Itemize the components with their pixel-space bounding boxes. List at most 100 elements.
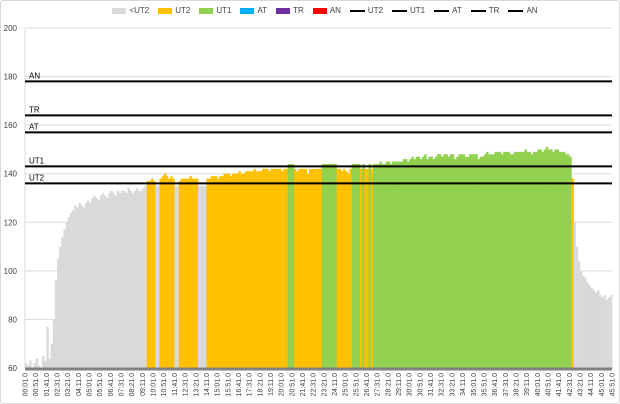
hr-bar [67, 217, 71, 368]
hr-bar [110, 190, 113, 368]
hr-bar [355, 164, 359, 368]
hr-bar [202, 185, 205, 368]
hr-bar [345, 171, 348, 368]
hr-bar [25, 363, 28, 368]
hr-bar [182, 178, 186, 368]
hr-bar [242, 173, 246, 368]
x-tick-label: 10:51.0 [161, 373, 168, 396]
hr-bar [78, 202, 81, 368]
hr-bar [212, 176, 216, 368]
hr-bar [46, 326, 49, 368]
x-tick-label: 11:41.0 [172, 373, 179, 396]
hr-bar [129, 190, 133, 368]
x-tick-label: 45:01.0 [599, 373, 606, 396]
hr-bar [328, 164, 331, 368]
hr-bar [91, 198, 94, 368]
hr-bar [163, 173, 167, 368]
hr-bar [518, 151, 521, 368]
hr-bar [232, 173, 235, 368]
x-tick-label: 30:01.0 [407, 373, 414, 396]
hr-bar [439, 154, 442, 368]
hr-bar [443, 154, 446, 368]
hr-bar [236, 173, 239, 368]
hr-bar [33, 363, 36, 368]
hr-bar [189, 176, 192, 368]
legend-label: UT1 [216, 6, 232, 15]
hr-bar [108, 193, 111, 368]
hr-bar [112, 193, 115, 368]
legend-swatch [158, 7, 173, 14]
hr-bar [296, 171, 299, 368]
hr-bar [52, 319, 56, 368]
hr-bar [168, 178, 171, 368]
hr-bar [498, 151, 502, 368]
legend-line [470, 9, 486, 12]
hr-bar [554, 149, 557, 368]
x-tick-label: 04:11.0 [76, 373, 83, 396]
hr-bar [313, 168, 316, 368]
hr-bar [360, 168, 363, 368]
hr-bar [227, 173, 231, 368]
hr-bar [394, 161, 397, 368]
hr-bar [281, 171, 284, 368]
x-tick-label: 37:31.0 [503, 373, 510, 396]
hr-bar [221, 176, 224, 368]
hr-bar [387, 161, 391, 368]
y-tick-label: 180 [4, 73, 18, 82]
hr-bar [180, 178, 184, 368]
x-tick-label: 09:11.0 [140, 373, 147, 396]
x-tick-label: 41:41.0 [556, 373, 563, 396]
legend: <UT2 UT2 UT1 AT TR AN UT2 UT1 AT TR AN [0, 6, 620, 15]
legend-threshold-1: UT1 [392, 6, 425, 15]
x-tick-label: 35:51.0 [481, 373, 488, 396]
hr-bar [475, 154, 478, 368]
hr-bar [204, 185, 207, 368]
hr-bar [82, 207, 86, 368]
hr-bar [89, 202, 92, 368]
hr-bar [579, 270, 583, 368]
hr-bar [575, 246, 579, 368]
hr-bar [509, 154, 512, 368]
hr-bar [392, 161, 395, 368]
hr-bar [264, 168, 267, 368]
x-tick-label: 28:21.0 [385, 373, 392, 396]
legend-threshold-4: AN [508, 6, 538, 15]
hr-bar [80, 205, 83, 368]
hr-bar [607, 297, 611, 368]
hr-bar [191, 178, 194, 368]
hr-bar [488, 154, 491, 368]
hr-bar [592, 290, 596, 368]
hr-bar [123, 190, 126, 368]
hr-bar [407, 161, 410, 368]
hr-bar [473, 154, 476, 368]
hr-bar [159, 178, 162, 368]
hr-bar [530, 154, 534, 368]
hr-bar [383, 164, 387, 368]
legend-label: AT [257, 6, 268, 15]
x-tick-label: 34:11.0 [460, 373, 467, 396]
x-tick-label: 08:21.0 [129, 373, 136, 396]
x-tick-label: 35:01.0 [471, 373, 478, 396]
hr-bar [106, 198, 109, 368]
hr-bar [131, 193, 135, 368]
hr-bar [287, 164, 290, 368]
hr-bar [99, 195, 103, 368]
hr-bar [42, 355, 45, 368]
legend-label: AT [452, 6, 462, 15]
hr-bar [153, 181, 156, 368]
hr-bar [413, 159, 416, 368]
hr-bar [545, 147, 549, 368]
hr-bar [547, 149, 551, 368]
hr-bar [494, 151, 498, 368]
hr-bar [558, 151, 562, 368]
hr-bar [234, 173, 237, 368]
hr-bar [118, 193, 122, 368]
x-tick-label: 42:31.0 [567, 373, 574, 396]
hr-bar [468, 154, 472, 368]
hr-bar [565, 154, 568, 368]
hr-bar [436, 154, 440, 368]
hr-bar [65, 222, 68, 368]
hr-bar [142, 188, 145, 368]
legend-zone-4: TR [276, 6, 304, 15]
x-tick-label: 05:01.0 [87, 373, 94, 396]
